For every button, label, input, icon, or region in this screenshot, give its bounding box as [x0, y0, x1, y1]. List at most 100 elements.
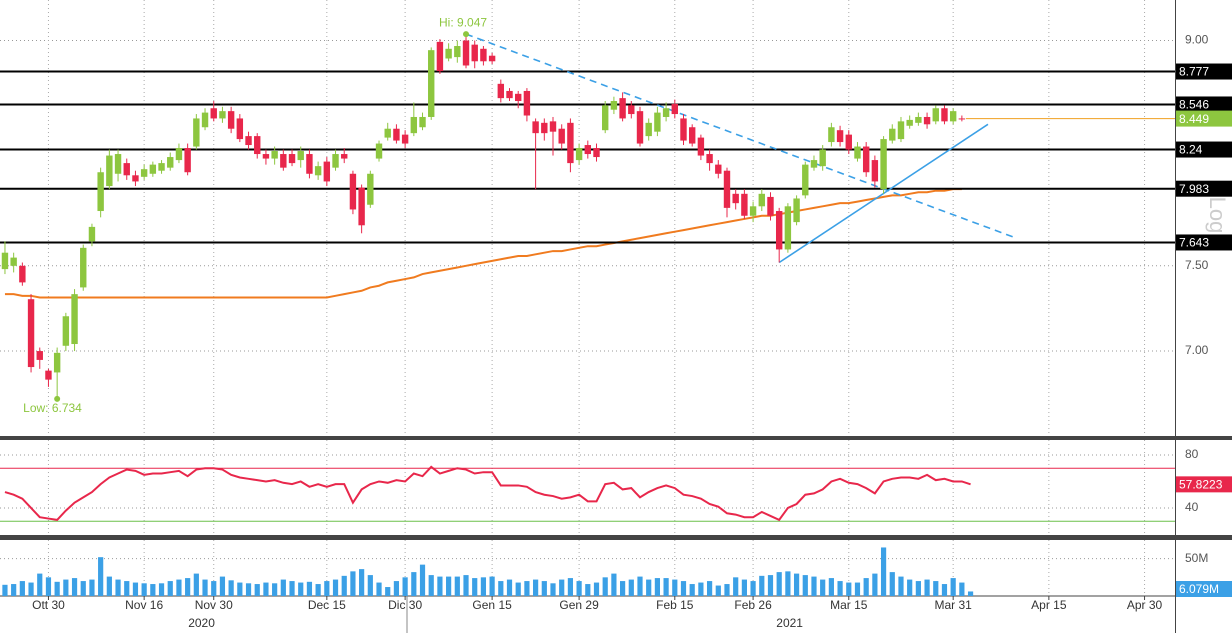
volume-bar — [28, 582, 34, 596]
x-tick-label: Apr 15 — [1031, 598, 1067, 612]
candle-body — [688, 127, 696, 144]
candle-body — [619, 98, 626, 119]
candle-body — [541, 122, 548, 134]
volume-bar — [724, 584, 730, 596]
candle-body — [462, 40, 470, 66]
volume-bar — [533, 579, 539, 596]
candle-body — [775, 211, 783, 250]
volume-bar — [280, 579, 286, 596]
x-tick-label: Nov 30 — [195, 598, 233, 612]
volume-bar — [576, 581, 582, 596]
candle-body — [715, 164, 722, 174]
candle-body — [845, 134, 852, 150]
volume-bar — [315, 584, 321, 596]
candle-body — [749, 206, 757, 216]
candle-body — [62, 316, 70, 346]
x-tick-label: Ott 30 — [32, 598, 65, 612]
candle-body — [323, 161, 331, 182]
y-tick-label: 7.50 — [1185, 258, 1209, 272]
volume-bar — [437, 576, 443, 596]
candle-body — [419, 116, 426, 128]
volume-bar — [550, 583, 556, 596]
candle-body — [254, 136, 261, 155]
volume-bar — [515, 582, 521, 596]
candle-body — [158, 163, 165, 171]
candle-body — [210, 108, 217, 119]
candle-body — [297, 151, 304, 161]
candle-body — [949, 111, 957, 122]
candle-body — [836, 130, 844, 143]
volume-bar — [776, 572, 782, 596]
volume-bar — [385, 587, 391, 596]
candle-body — [97, 172, 104, 212]
volume-bar — [115, 579, 121, 596]
candle-body — [401, 134, 409, 144]
volume-bar — [89, 579, 95, 596]
volume-bar — [811, 576, 817, 596]
volume-bar — [628, 579, 634, 596]
volume-bar — [750, 581, 756, 596]
trendline — [465, 33, 1015, 239]
candle-body — [558, 128, 565, 144]
candle-body — [175, 148, 183, 161]
candle-body — [219, 111, 226, 119]
volume-bar — [828, 578, 834, 596]
volume-bar — [898, 576, 904, 596]
x-tick-label: Dec 15 — [308, 598, 346, 612]
value-box-label: 8.449 — [1179, 112, 1209, 126]
volume-bar — [472, 578, 478, 596]
candle-body — [480, 48, 487, 62]
candle-body — [114, 154, 122, 174]
volume-bar — [880, 547, 887, 596]
candle-body — [758, 193, 765, 207]
candle-body — [454, 46, 461, 58]
volume-bar — [341, 575, 347, 596]
volume-bar — [63, 579, 69, 596]
candle-body — [671, 103, 678, 115]
volume-bar — [411, 572, 417, 596]
volume-bar — [506, 579, 513, 596]
x-tick-label: Nov 16 — [125, 598, 163, 612]
candle-body — [27, 299, 35, 368]
year-label: 2021 — [776, 616, 803, 630]
value-box — [1176, 180, 1232, 197]
volume-bar — [933, 581, 939, 596]
volume-bar — [672, 579, 678, 596]
candle-body — [802, 164, 809, 196]
candle-body — [410, 116, 418, 134]
candle-body — [515, 93, 522, 102]
candle-body — [549, 121, 557, 132]
candle-body — [923, 116, 931, 125]
volume-bar — [289, 581, 295, 596]
volume-bar — [393, 581, 400, 596]
candle-body — [567, 122, 574, 164]
volume-bar — [80, 581, 86, 596]
candle-body — [19, 265, 26, 283]
value-box — [1176, 234, 1232, 251]
volume-bar — [167, 581, 173, 596]
volume-bar — [820, 579, 826, 596]
annotation: Hi: 9.047 — [439, 15, 487, 29]
candle-body — [332, 154, 339, 168]
candle-body — [784, 206, 792, 250]
volume-bar — [185, 578, 191, 596]
candle-body — [767, 196, 774, 216]
volume-bar — [298, 582, 304, 596]
volume-bar — [698, 582, 704, 596]
candle-body — [288, 154, 296, 164]
volume-bar — [402, 577, 408, 596]
volume-bar — [202, 579, 208, 596]
candle-body — [306, 154, 313, 174]
candle-body — [201, 112, 209, 128]
value-box — [1176, 110, 1232, 127]
volume-bar — [324, 581, 330, 596]
candle-body — [393, 128, 400, 141]
volume-bar — [446, 576, 452, 596]
volume-bar — [237, 582, 243, 596]
volume-bar — [193, 573, 199, 596]
volume-bar — [498, 581, 504, 596]
candle-body — [280, 154, 287, 168]
candle-body — [53, 352, 61, 373]
